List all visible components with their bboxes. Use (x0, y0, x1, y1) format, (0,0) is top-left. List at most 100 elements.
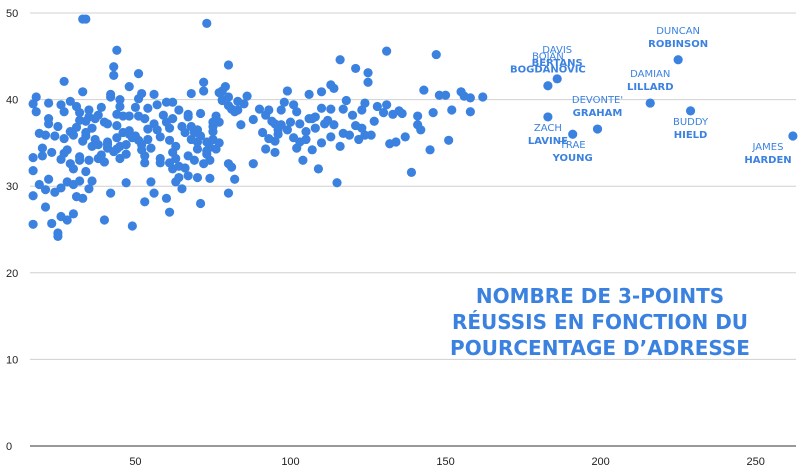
data-point (112, 133, 122, 143)
data-point (121, 149, 131, 159)
player-last-name: BOGDANOVIC (510, 65, 586, 76)
data-point (171, 153, 181, 164)
data-point (391, 137, 401, 147)
player-first-name: DAMIAN (630, 69, 670, 80)
player-last-name: LAVINE (528, 136, 568, 147)
data-point (478, 92, 488, 102)
data-point (180, 163, 190, 173)
player-last-name: HARDEN (744, 155, 791, 166)
data-point (133, 69, 144, 79)
data-point (65, 96, 75, 106)
annotation-line-1: NOMBRE DE 3-POINTS (475, 284, 725, 308)
data-point (53, 228, 63, 238)
data-point (270, 147, 280, 158)
data-point (257, 127, 268, 138)
data-point (96, 150, 106, 160)
data-point (155, 132, 165, 142)
data-point (360, 98, 370, 108)
data-point (158, 110, 168, 120)
data-point (121, 178, 131, 188)
data-point (75, 155, 85, 165)
data-point (357, 105, 367, 115)
data-point (81, 166, 91, 177)
data-point-labeled (788, 131, 798, 141)
player-first-name: DAVIS (542, 45, 572, 56)
data-point (164, 135, 175, 145)
data-point (183, 109, 193, 119)
data-point (115, 95, 125, 105)
data-point (112, 120, 122, 131)
data-point (44, 174, 54, 184)
player-last-name: YOUNG (552, 153, 593, 164)
data-point (329, 83, 339, 93)
data-point (400, 132, 410, 142)
data-point (40, 185, 51, 195)
data-point (44, 98, 54, 108)
x-tick-label: 200 (591, 456, 609, 468)
data-point (177, 184, 187, 194)
data-point (183, 171, 193, 181)
data-point (146, 143, 156, 153)
data-point (106, 92, 116, 102)
data-point (130, 102, 141, 112)
data-point-labeled (673, 55, 683, 65)
data-point-labeled (543, 81, 553, 91)
data-point (59, 76, 69, 87)
data-point (292, 107, 302, 117)
data-point (444, 135, 454, 145)
data-point (338, 104, 348, 114)
data-point (310, 112, 320, 122)
data-point (447, 105, 457, 115)
data-point (78, 87, 88, 97)
data-point (164, 123, 175, 133)
data-point (413, 111, 423, 121)
chart-annotation: NOMBRE DE 3-POINTS RÉUSSIS EN FONCTION D… (440, 283, 760, 361)
data-point (270, 136, 280, 146)
data-point (465, 107, 475, 117)
data-point (140, 151, 150, 161)
data-point (68, 130, 79, 140)
data-point (40, 130, 51, 140)
data-point (329, 120, 339, 130)
data-point (226, 162, 237, 172)
data-point (124, 126, 134, 136)
data-point (195, 198, 206, 209)
data-point (28, 166, 38, 176)
data-point (84, 105, 94, 115)
player-first-name: BOJAN (532, 52, 564, 63)
data-point (419, 85, 429, 95)
data-point (397, 108, 407, 119)
data-point (174, 172, 184, 183)
data-point (192, 172, 203, 183)
data-point (382, 46, 392, 56)
data-point (81, 131, 91, 141)
data-point (109, 62, 119, 72)
player-first-name: DUNCAN (656, 26, 700, 37)
data-point (140, 114, 150, 124)
data-point (335, 55, 345, 65)
data-point (202, 18, 212, 28)
data-point-labeled (685, 106, 696, 116)
data-point (168, 114, 178, 124)
data-point (84, 155, 94, 165)
data-point (301, 127, 311, 137)
data-point (205, 155, 215, 165)
annotation-line-3: POURCENTAGE D’ADRESSE (450, 336, 750, 360)
y-tick-label: 30 (6, 181, 18, 193)
data-point (341, 95, 351, 106)
data-point (295, 119, 305, 129)
data-point (31, 92, 41, 102)
data-point (37, 143, 48, 153)
x-tick-label: 150 (436, 456, 454, 468)
data-point (109, 70, 119, 80)
annotation-line-2: RÉUSSIS EN FONCTION DU (451, 310, 749, 334)
data-point (366, 130, 376, 140)
data-point (205, 173, 215, 184)
data-point (180, 127, 190, 138)
data-point (425, 145, 435, 155)
data-point (239, 99, 249, 109)
data-point (298, 155, 308, 165)
data-point (301, 134, 311, 145)
data-point (282, 86, 293, 96)
data-point (62, 215, 72, 225)
